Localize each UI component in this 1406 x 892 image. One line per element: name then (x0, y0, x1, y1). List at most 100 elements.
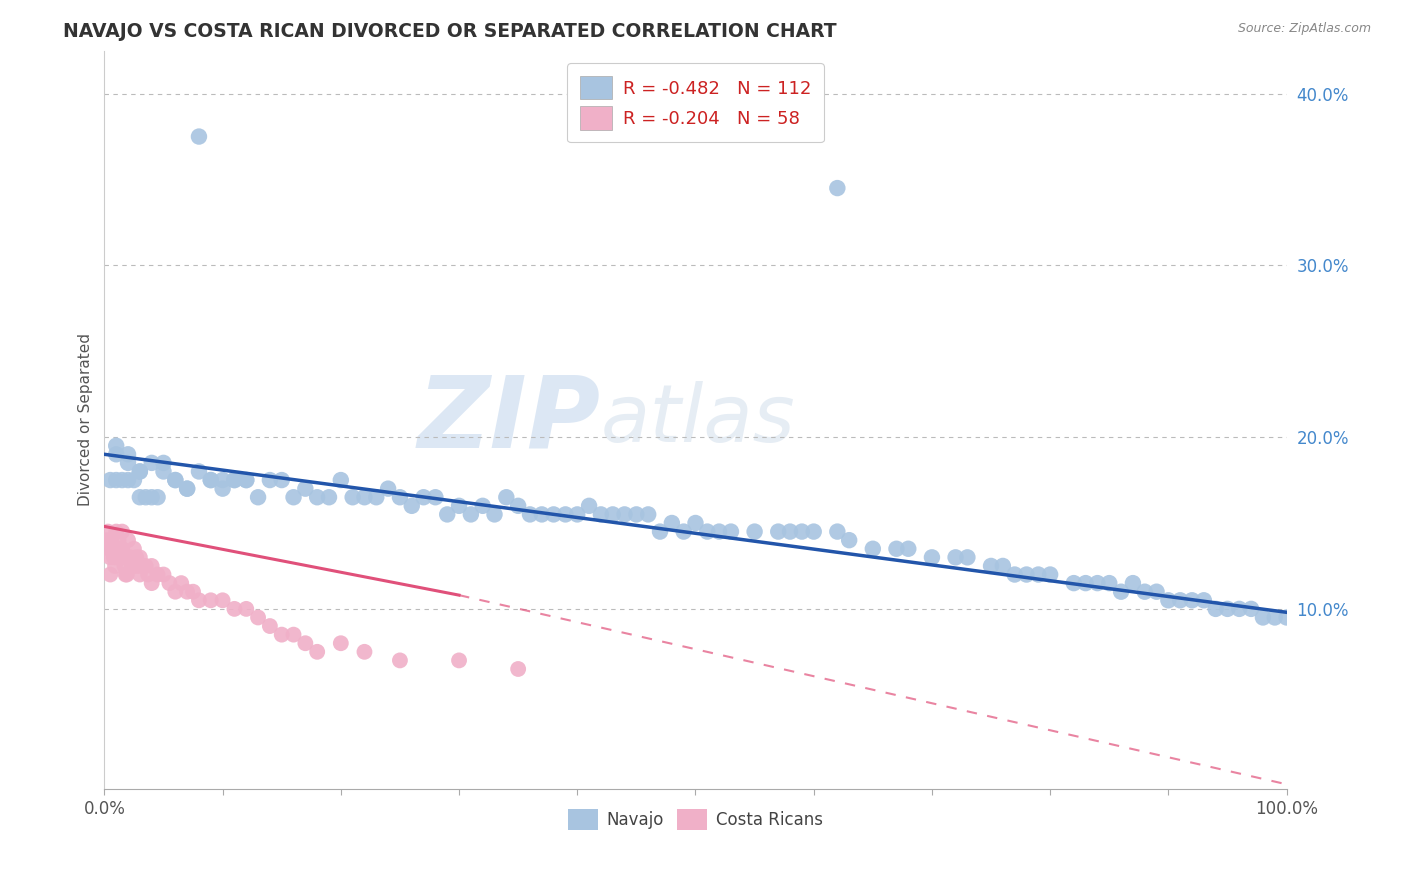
Legend: Navajo, Costa Ricans: Navajo, Costa Ricans (561, 803, 830, 837)
Point (329, 636, 352, 650)
Point (790, 524, 813, 539)
Point (98, 550, 121, 565)
Point (436, 508, 458, 522)
Point (602, 508, 624, 522)
Point (98, 473, 121, 487)
Point (1004, 567, 1026, 582)
Point (128, 567, 150, 582)
Point (897, 541, 920, 556)
Point (114, 558, 136, 573)
Point (1087, 576, 1109, 591)
Point (157, 576, 180, 591)
Point (122, 473, 145, 487)
Point (117, 473, 139, 487)
Point (1028, 567, 1050, 582)
Point (648, 524, 671, 539)
Point (121, 558, 143, 573)
Point (114, 567, 136, 582)
Point (181, 584, 204, 599)
Point (122, 541, 145, 556)
Point (1264, 610, 1286, 624)
Point (1275, 610, 1298, 624)
Point (141, 558, 163, 573)
Point (530, 508, 553, 522)
Point (1122, 576, 1144, 591)
Point (1157, 593, 1180, 607)
Point (247, 490, 270, 504)
Point (672, 524, 695, 539)
Point (131, 558, 153, 573)
Point (956, 550, 979, 565)
Point (1240, 602, 1263, 616)
Point (135, 490, 157, 504)
Point (188, 593, 211, 607)
Point (342, 490, 364, 504)
Point (146, 490, 169, 504)
Point (110, 550, 132, 565)
Point (1074, 576, 1097, 591)
Point (1109, 584, 1132, 599)
Point (211, 473, 233, 487)
Point (224, 473, 246, 487)
Point (294, 482, 316, 496)
Point (803, 524, 825, 539)
Point (128, 550, 150, 565)
Point (744, 524, 766, 539)
Point (886, 541, 908, 556)
Y-axis label: Divorced or Separated: Divorced or Separated (79, 334, 93, 507)
Point (921, 550, 943, 565)
Point (980, 558, 1002, 573)
Point (135, 558, 157, 573)
Point (508, 662, 530, 676)
Point (107, 533, 129, 548)
Point (128, 465, 150, 479)
Point (589, 508, 612, 522)
Point (626, 508, 648, 522)
Point (1251, 610, 1274, 624)
Text: atlas: atlas (600, 381, 796, 459)
Point (1015, 567, 1038, 582)
Point (103, 550, 125, 565)
Point (283, 490, 305, 504)
Point (235, 473, 257, 487)
Point (720, 524, 742, 539)
Point (447, 653, 470, 667)
Point (127, 558, 149, 573)
Point (353, 490, 375, 504)
Point (176, 482, 198, 496)
Point (484, 508, 506, 522)
Point (471, 499, 494, 513)
Point (200, 473, 222, 487)
Point (425, 490, 447, 504)
Point (165, 473, 187, 487)
Point (111, 541, 134, 556)
Point (122, 558, 145, 573)
Point (117, 550, 139, 565)
Point (111, 473, 134, 487)
Point (388, 653, 411, 667)
Point (707, 524, 730, 539)
Point (270, 473, 292, 487)
Point (224, 473, 246, 487)
Point (283, 627, 305, 641)
Point (188, 465, 211, 479)
Point (945, 550, 967, 565)
Point (838, 533, 860, 548)
Point (117, 533, 139, 548)
Point (508, 499, 530, 513)
Point (1039, 567, 1062, 582)
Point (377, 482, 399, 496)
Point (128, 465, 150, 479)
Point (1227, 602, 1250, 616)
Point (1098, 576, 1121, 591)
Point (152, 465, 174, 479)
Point (270, 627, 292, 641)
Point (211, 482, 233, 496)
Point (696, 524, 718, 539)
Point (141, 576, 163, 591)
Point (1216, 602, 1239, 616)
Point (141, 490, 163, 504)
Point (101, 541, 124, 556)
Point (125, 550, 148, 565)
Point (661, 516, 683, 530)
